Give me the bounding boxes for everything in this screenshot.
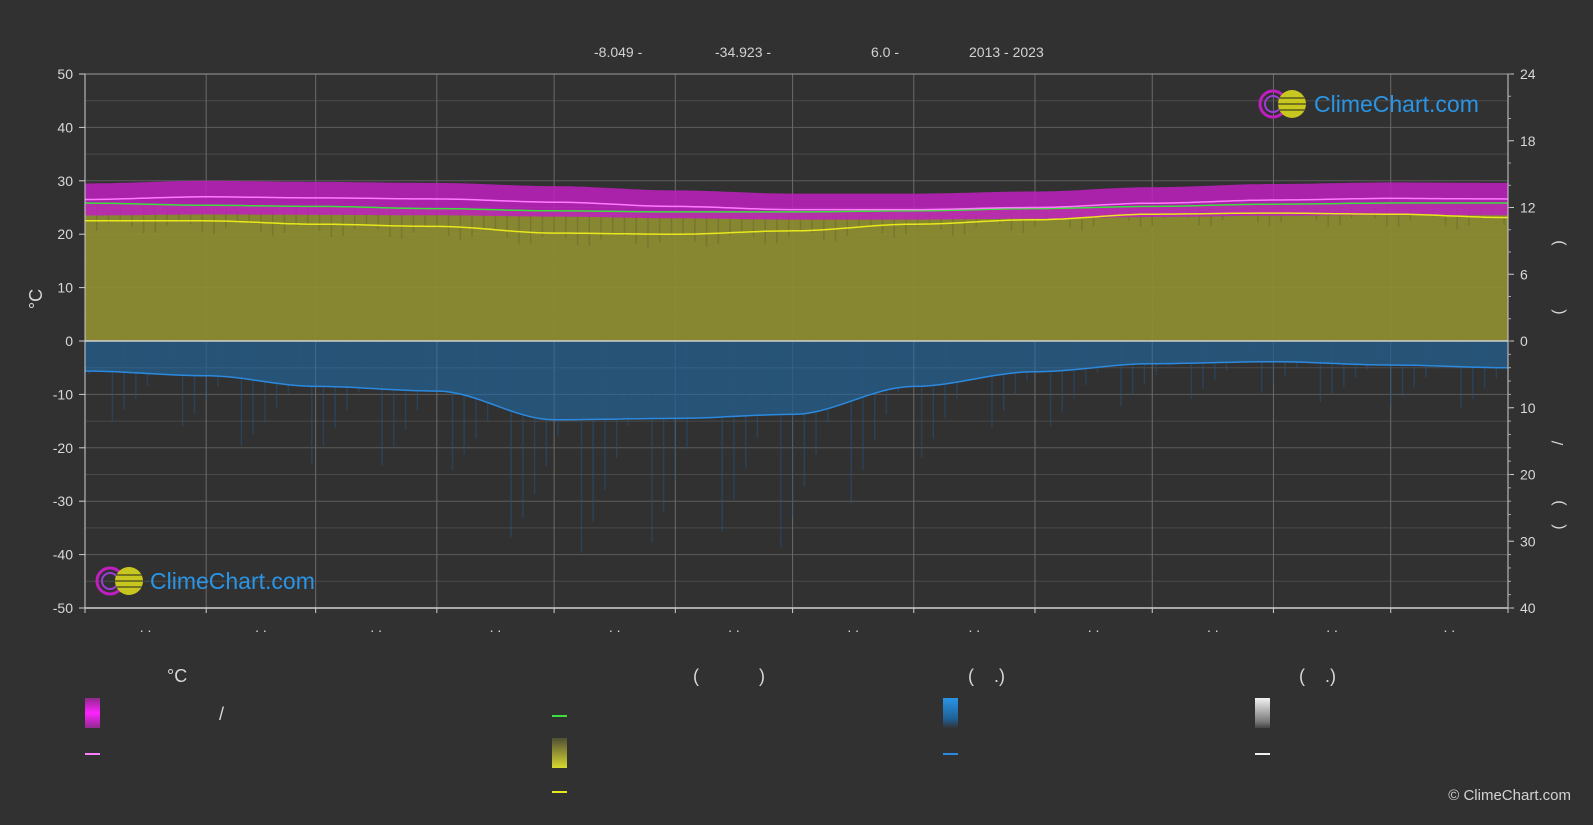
daylight-line <box>84 202 1508 213</box>
month-tick-label: . . <box>1326 619 1338 635</box>
legend-temp-heading: °C <box>167 666 188 686</box>
tick-label-left: -30 <box>53 493 73 509</box>
sunshine-area <box>85 203 1508 341</box>
month-tick-label: . . <box>490 619 502 635</box>
legend-rain-line <box>943 753 958 755</box>
tick-label-left: -50 <box>53 600 73 616</box>
tick-label-right-hours: 0 <box>1520 333 1528 349</box>
tick-label-right-hours: 12 <box>1520 200 1536 216</box>
legend-snow-swatch <box>1255 698 1270 728</box>
watermark-text: ClimeChart.com <box>150 568 315 594</box>
copyright: © ClimeChart.com <box>1448 787 1571 804</box>
tick-label-left: 10 <box>57 280 73 296</box>
tick-label-left: -20 <box>53 440 73 456</box>
tick-label-left: 50 <box>57 66 73 82</box>
month-tick-label: . . <box>1207 619 1219 635</box>
longitude-label: -34.923 - <box>715 44 772 60</box>
legend-daylight-line <box>552 715 567 717</box>
month-tick-label: . . <box>728 619 740 635</box>
legend-precip-heading: ( .) <box>968 666 1005 686</box>
latitude-label: -8.049 - <box>594 44 643 60</box>
tick-label-left: 30 <box>57 173 73 189</box>
tick-label-left: 0 <box>65 333 73 349</box>
month-tick-label: . . <box>969 619 981 635</box>
climechart-logo-icon <box>1258 89 1306 119</box>
precipitation-line <box>84 360 1508 421</box>
right-axis-label-mark: ) <box>1550 240 1567 245</box>
legend-rain-swatch <box>943 698 958 728</box>
sunshine-line <box>85 212 1508 235</box>
tick-label-right-precip: 30 <box>1520 533 1536 549</box>
legend-sunshine-line <box>552 791 567 793</box>
temperature-range-band <box>85 180 1508 220</box>
watermark-top: ClimeChart.com <box>1258 86 1490 122</box>
chart-fills <box>84 180 1508 554</box>
legend-sunshine-swatch <box>552 738 567 768</box>
month-tick-label: . . <box>847 619 859 635</box>
watermark-text: ClimeChart.com <box>1314 91 1479 117</box>
tick-label-right-precip: 40 <box>1520 600 1536 616</box>
elevation-label: 6.0 - <box>871 44 900 60</box>
tick-label-left: -10 <box>53 386 73 402</box>
legend-snow-line <box>1255 753 1270 755</box>
month-tick-label: . . <box>370 619 382 635</box>
legend-slash: / <box>219 704 225 724</box>
month-tick-label: . . <box>609 619 621 635</box>
axes: 50 40 30 20 10 0 -10 -20 -30 -40 -50 °C 24 18 12 6 0 10 20… <box>26 66 1567 635</box>
month-tick-label: . . <box>255 619 267 635</box>
tick-label-left: -40 <box>53 547 73 563</box>
years-label: 2013 - 2023 <box>969 44 1044 60</box>
month-tick-label: . . <box>140 619 152 635</box>
legend-daylight-heading: ( ) <box>693 666 765 686</box>
legend-temp-range-swatch <box>85 698 100 728</box>
right-axis-label-mark: / <box>1550 440 1567 445</box>
tick-label-left: 40 <box>57 119 73 135</box>
tick-label-right-hours: 18 <box>1520 133 1536 149</box>
chart-lines <box>84 196 1509 421</box>
max-temp-line <box>85 196 1509 211</box>
month-tick-label: . . <box>1088 619 1100 635</box>
watermark-bottom: ClimeChart.com <box>95 563 335 599</box>
legend-snow-heading: ( .) <box>1299 666 1336 686</box>
legend-max-temp-line <box>85 753 100 755</box>
month-tick-label: . . <box>1444 619 1456 635</box>
right-axis-label-mark: ( <box>1550 524 1567 530</box>
right-axis-label-mark: ( <box>1550 309 1567 315</box>
tick-label-right-precip: 10 <box>1520 400 1536 416</box>
tick-label-right-hours: 6 <box>1520 266 1528 282</box>
precipitation-area <box>85 341 1508 420</box>
right-axis-label-mark: ) <box>1550 500 1567 505</box>
tick-label-right-precip: 20 <box>1520 467 1536 483</box>
y-axis-label-left: °C <box>26 289 46 309</box>
climechart-logo-icon <box>95 566 143 596</box>
tick-label-right-hours: 24 <box>1520 66 1536 82</box>
tick-label-left: 20 <box>57 226 73 242</box>
